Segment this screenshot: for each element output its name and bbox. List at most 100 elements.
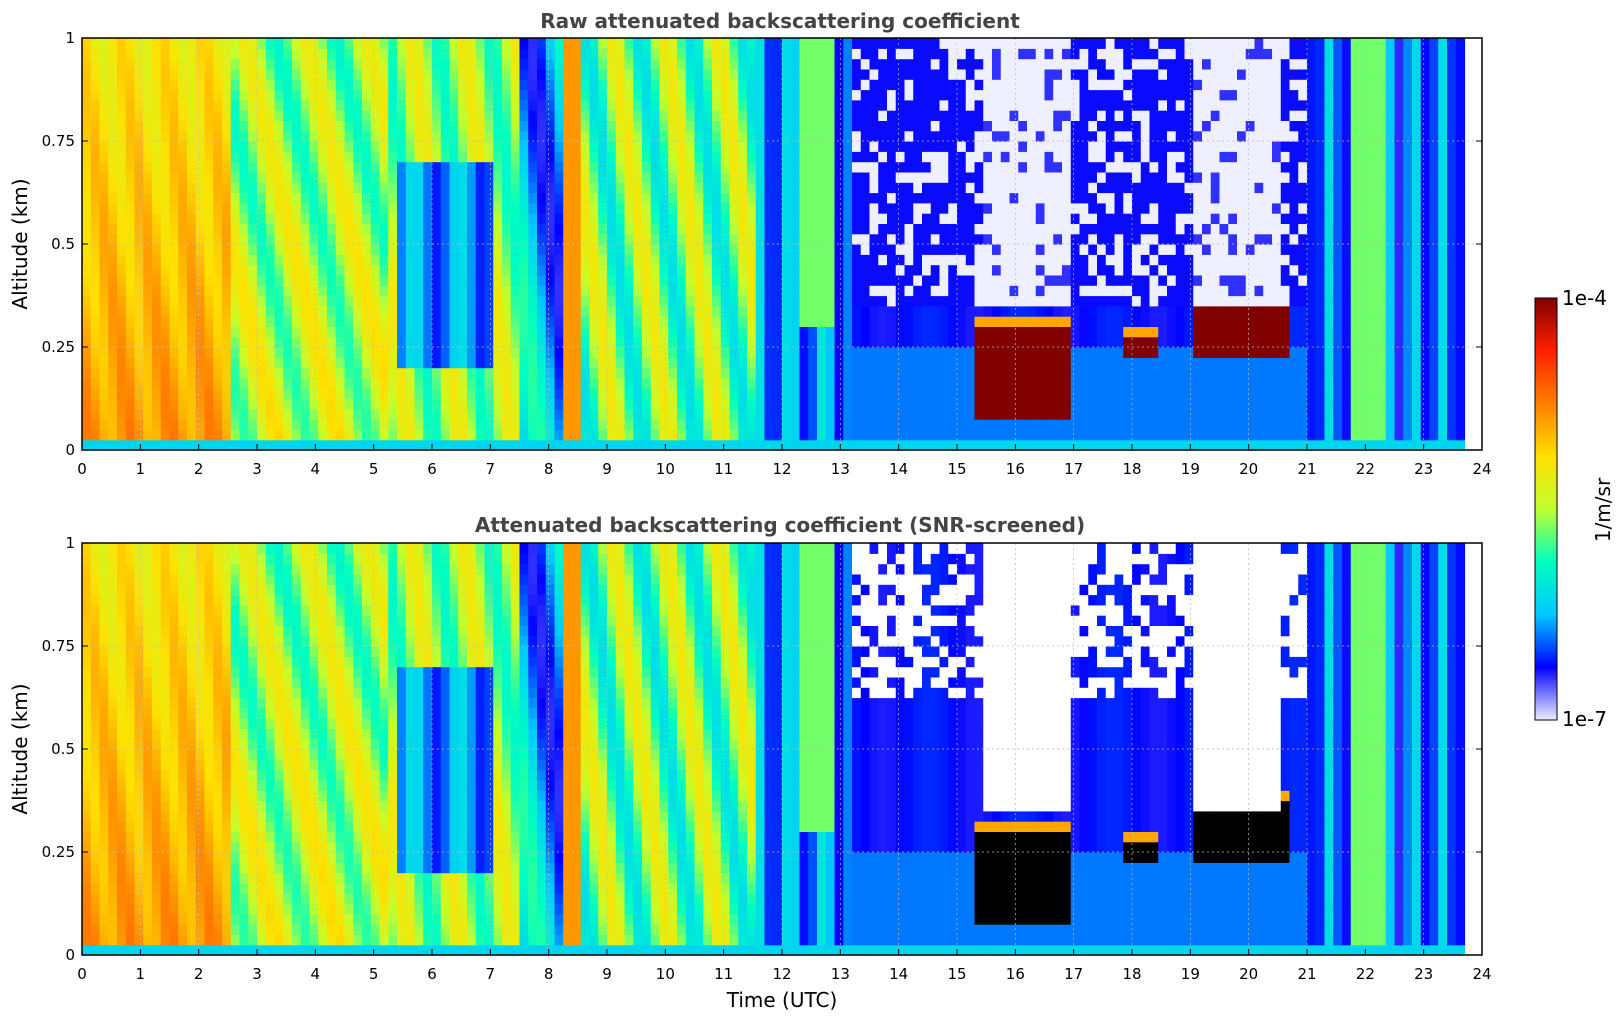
heatmap-cell: [239, 79, 249, 91]
heatmap-cell: [1009, 274, 1019, 286]
heatmap-cell: [493, 130, 503, 142]
heatmap-cell: [292, 295, 302, 307]
heatmap-cell: [773, 182, 783, 194]
heatmap-cell: [449, 202, 459, 214]
heatmap-cell: [913, 326, 923, 338]
heatmap-cell: [213, 68, 223, 80]
heatmap-cell: [860, 254, 871, 266]
heatmap-cell: [230, 377, 241, 389]
heatmap-cell: [572, 295, 582, 307]
heatmap-cell: [1132, 388, 1142, 400]
heatmap-cell: [843, 89, 853, 101]
heatmap-cell: [1123, 223, 1133, 235]
heatmap-cell: [703, 202, 713, 214]
heatmap-cell: [755, 58, 766, 70]
heatmap-cell: [1062, 89, 1072, 101]
heatmap-cell: [362, 347, 372, 358]
heatmap-cell: [633, 408, 643, 420]
heatmap-cell: [738, 141, 748, 152]
heatmap-cell: [510, 171, 521, 183]
heatmap-cell: [878, 398, 888, 410]
heatmap-cell: [528, 367, 538, 379]
heatmap-cell: [318, 79, 328, 91]
heatmap-cell: [992, 244, 1002, 255]
heatmap-cell: [1088, 285, 1098, 297]
heatmap-cell: [1053, 285, 1063, 297]
heatmap-cell: [388, 110, 398, 121]
heatmap-cell: [187, 244, 197, 255]
heatmap-cell: [195, 130, 206, 142]
heatmap-cell: [1079, 264, 1089, 276]
heatmap-cell: [292, 68, 302, 80]
heatmap-cell: [82, 367, 92, 379]
heatmap-cell: [650, 336, 661, 348]
heatmap-cell: [703, 274, 713, 286]
heatmap-cell: [300, 89, 311, 101]
heatmap-cell: [825, 99, 836, 111]
heatmap-cell: [1044, 141, 1054, 152]
heatmap-cell: [589, 202, 599, 214]
heatmap-cell: [624, 38, 634, 49]
heatmap-cell: [1053, 347, 1063, 358]
heatmap-cell: [895, 151, 906, 163]
heatmap-cell: [843, 274, 853, 286]
heatmap-cell: [178, 388, 188, 400]
heatmap-cell: [318, 377, 328, 389]
heatmap-cell: [484, 326, 494, 338]
heatmap-cell: [528, 274, 538, 286]
heatmap-cell: [948, 182, 958, 194]
heatmap-cell: [668, 274, 678, 286]
heatmap-cell: [117, 419, 127, 430]
heatmap-cell: [300, 192, 311, 204]
heatmap-cell: [300, 130, 311, 142]
heatmap-cell: [860, 316, 871, 327]
heatmap-cell: [1009, 326, 1019, 338]
heatmap-cell: [195, 233, 206, 245]
heatmap-cell: [379, 182, 389, 194]
heatmap-cell: [318, 439, 328, 451]
heatmap-cell: [458, 151, 468, 163]
heatmap-cell: [388, 439, 398, 451]
heatmap-cell: [82, 89, 92, 101]
heatmap-cell: [624, 326, 634, 338]
heatmap-cell: [178, 274, 188, 286]
heatmap-cell: [852, 398, 862, 410]
heatmap-cell: [432, 295, 442, 307]
heatmap-cell: [423, 439, 433, 451]
heatmap-cell: [467, 388, 477, 400]
heatmap-cell: [1114, 398, 1124, 410]
heatmap-cell: [528, 316, 538, 327]
heatmap-cell: [992, 233, 1002, 245]
heatmap-cell: [650, 439, 661, 451]
heatmap-cell: [1105, 213, 1116, 224]
heatmap-cell: [169, 202, 179, 214]
heatmap-cell: [720, 89, 731, 101]
heatmap-cell: [1140, 439, 1151, 451]
heatmap-cell: [1009, 264, 1019, 276]
heatmap-cell: [344, 244, 354, 255]
heatmap-cell: [300, 439, 311, 451]
heatmap-cell: [405, 48, 416, 60]
heatmap-cell: [1132, 408, 1142, 420]
heatmap-cell: [178, 38, 188, 49]
heatmap-cell: [528, 120, 538, 132]
heatmap-cell: [125, 213, 136, 224]
heatmap-cell: [703, 99, 713, 111]
heatmap-cell: [519, 223, 529, 235]
heatmap-cell: [300, 398, 311, 410]
heatmap-cell: [974, 171, 984, 183]
heatmap-cell: [1070, 141, 1081, 152]
heatmap-cell: [755, 377, 766, 389]
heatmap-cell: [790, 58, 801, 70]
heatmap-cell: [353, 151, 363, 163]
heatmap-cell: [957, 285, 967, 297]
heatmap-cell: [1105, 295, 1116, 307]
heatmap-cell: [642, 295, 652, 307]
heatmap-cell: [152, 419, 162, 430]
heatmap-cell: [239, 58, 249, 70]
heatmap-cell: [178, 326, 188, 338]
heatmap-cell: [957, 408, 967, 420]
heatmap-cell: [834, 120, 844, 132]
heatmap-cell: [213, 336, 223, 348]
heatmap-cell: [598, 244, 608, 255]
